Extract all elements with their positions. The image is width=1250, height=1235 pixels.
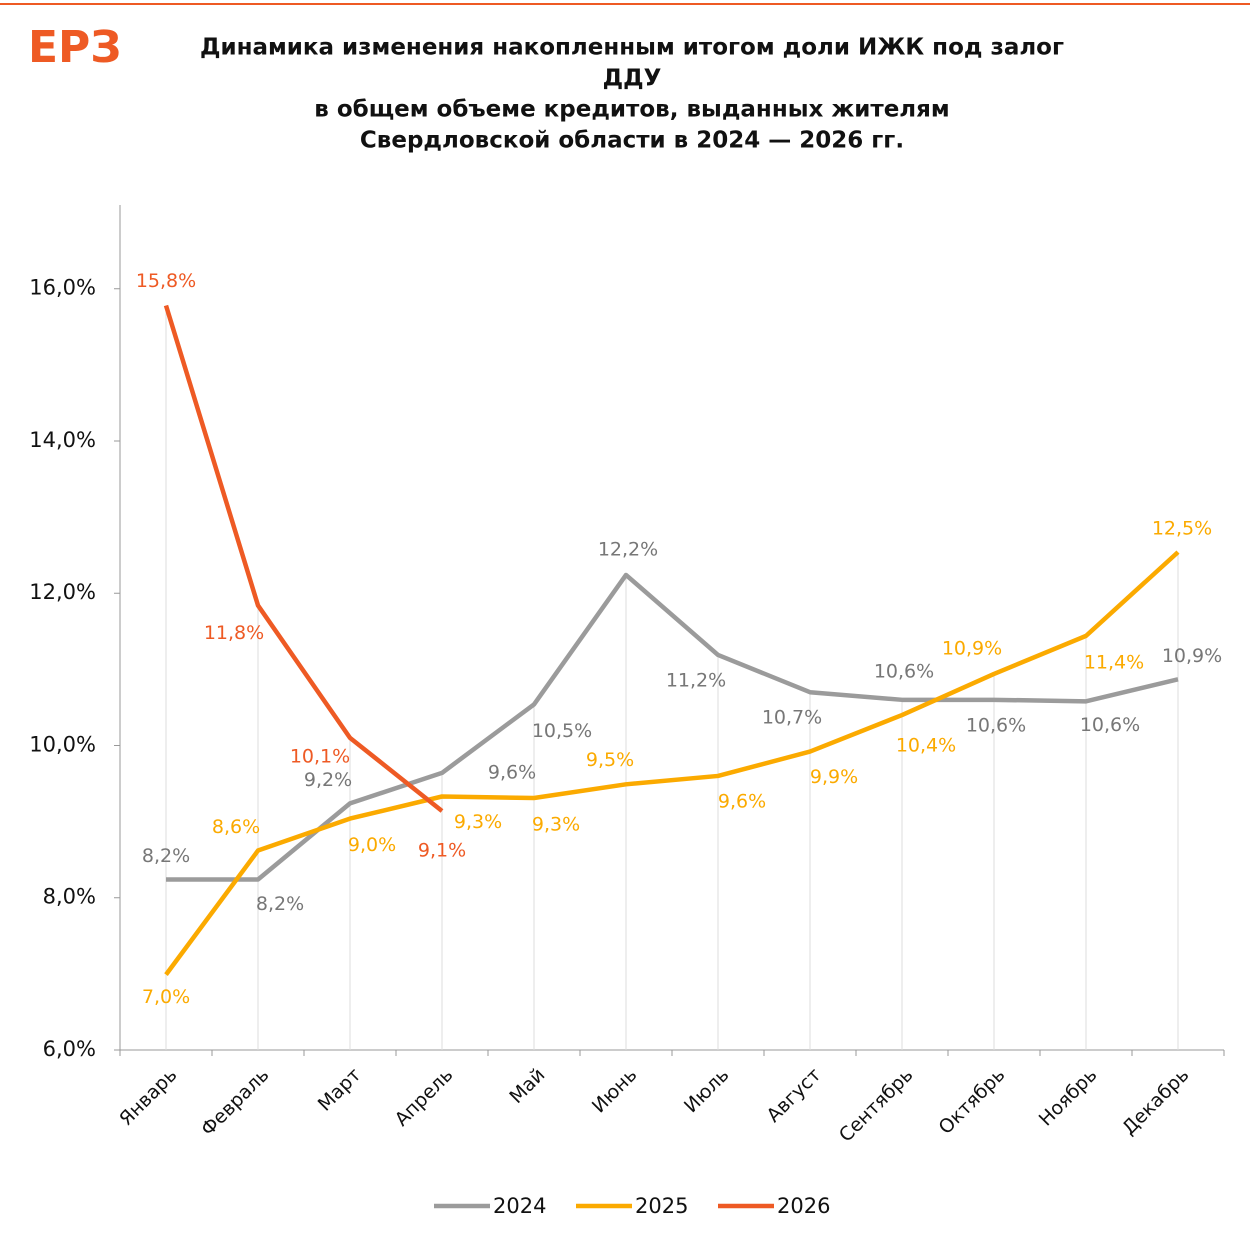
data-label: 8,6% — [212, 816, 260, 838]
data-label: 11,8% — [204, 622, 264, 644]
chart-title: ДДУ — [603, 66, 662, 92]
data-label: 10,5% — [532, 720, 592, 742]
data-label: 10,6% — [1080, 714, 1140, 736]
x-tick-label: Февраль — [197, 1064, 274, 1141]
x-tick-label: Октябрь — [935, 1064, 1010, 1139]
data-label: 10,7% — [762, 707, 822, 729]
data-label: 10,6% — [966, 714, 1026, 736]
chart-title: Свердловской области в 2024 — 2026 гг. — [360, 128, 904, 154]
x-tick-label: Ноябрь — [1035, 1064, 1102, 1131]
y-tick-label: 14,0% — [29, 428, 96, 452]
series-line — [164, 550, 1180, 976]
data-label: 15,8% — [136, 270, 196, 292]
data-label: 9,2% — [304, 769, 352, 791]
data-label: 12,5% — [1152, 518, 1212, 540]
x-tick-label: Июнь — [588, 1064, 642, 1118]
data-label: 10,9% — [942, 637, 1002, 659]
x-tick-label: Июль — [680, 1064, 733, 1117]
legend-label: 2024 — [493, 1194, 546, 1218]
chart-title: в общем объеме кредитов, выданных жителя… — [314, 97, 949, 123]
y-tick-label: 8,0% — [43, 885, 96, 909]
data-label: 9,9% — [810, 766, 858, 788]
y-tick-label: 10,0% — [29, 732, 96, 756]
x-tick-label: Август — [763, 1064, 826, 1127]
data-label: 10,9% — [1162, 645, 1222, 667]
x-tick-label: Апрель — [391, 1064, 458, 1131]
y-tick-label: 12,0% — [29, 580, 96, 604]
chart-title: Динамика изменения накопленным итогом до… — [200, 35, 1064, 61]
data-label: 9,5% — [586, 749, 634, 771]
data-label: 9,1% — [418, 839, 466, 861]
logo: ЕРЗ — [28, 22, 122, 73]
x-tick-label: Май — [505, 1064, 549, 1108]
y-tick-label: 16,0% — [29, 276, 96, 300]
data-label: 9,6% — [488, 761, 536, 783]
legend-label: 2025 — [635, 1194, 688, 1218]
x-tick-label: Сентябрь — [835, 1064, 918, 1147]
data-label: 9,0% — [348, 834, 396, 856]
data-label: 10,4% — [896, 735, 956, 757]
data-label: 7,0% — [142, 986, 190, 1008]
data-label: 12,2% — [598, 538, 658, 560]
data-label: 8,2% — [256, 893, 304, 915]
data-label: 9,6% — [718, 790, 766, 812]
x-tick-label: Декабрь — [1118, 1064, 1193, 1139]
series-line — [166, 572, 1179, 882]
x-tick-label: Январь — [115, 1064, 181, 1130]
x-tick-label: Март — [314, 1064, 366, 1116]
data-label: 11,2% — [666, 669, 726, 691]
y-tick-label: 6,0% — [43, 1037, 96, 1061]
data-label: 11,4% — [1084, 651, 1144, 673]
data-label: 9,3% — [532, 814, 580, 836]
data-label: 9,3% — [454, 811, 502, 833]
data-label: 10,6% — [874, 660, 934, 682]
data-label: 8,2% — [142, 845, 190, 867]
legend-label: 2026 — [777, 1194, 830, 1218]
data-label: 10,1% — [290, 745, 350, 767]
series-line — [163, 304, 444, 813]
